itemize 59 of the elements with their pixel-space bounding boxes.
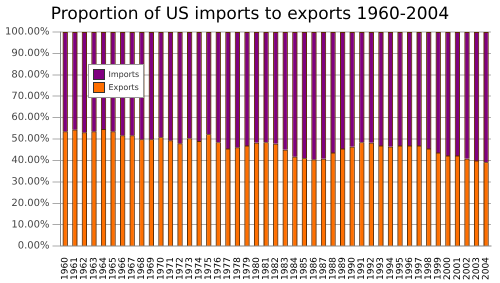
x-tick-label: 1978: [232, 256, 243, 280]
y-tick-label: 30.00%: [11, 176, 50, 188]
x-tick-label: 1985: [300, 257, 310, 280]
x-tick-label: 1962: [80, 257, 90, 280]
x-tick-label: 1971: [166, 257, 176, 280]
x-tick-label: 1984: [290, 256, 300, 280]
legend-label: Exports: [108, 83, 139, 92]
x-tick-label: 1960: [60, 256, 71, 280]
y-tick-label: 100.00%: [4, 26, 50, 38]
x-tick-label: 1989: [338, 256, 348, 280]
x-tick-label: 1997: [414, 257, 425, 280]
legend-label: Imports: [108, 70, 140, 79]
x-tick-label: 1990: [348, 256, 358, 280]
y-tick-label: 60.00%: [11, 112, 50, 124]
x-tick-label: 1963: [89, 257, 100, 280]
x-tick-label: 1982: [271, 257, 282, 280]
x-tick-label: 2003: [472, 257, 482, 280]
x-tick-label: 1983: [280, 257, 291, 280]
y-tick-label: 0.00%: [18, 240, 50, 252]
x-tick-label: 1972: [175, 257, 186, 280]
y-tick-label: 40.00%: [11, 155, 50, 166]
x-tick-label: 1999: [434, 256, 444, 280]
x-tick-label: 1995: [395, 257, 406, 280]
x-tick-label: 1967: [128, 257, 138, 280]
x-tick-label: 1977: [223, 257, 234, 280]
x-tick-label: 1974: [194, 256, 205, 280]
x-tick-label: 2001: [452, 257, 463, 280]
x-tick-label: 2002: [462, 257, 472, 280]
x-tick-label: 1994: [386, 256, 396, 280]
y-tick-label: 10.00%: [11, 219, 50, 230]
x-tick-label: 1981: [261, 257, 272, 280]
y-tick-label: 90.00%: [11, 48, 50, 60]
chart-title: Proportion of US imports to exports 1960-2004: [50, 4, 450, 24]
x-tick-label: 1979: [242, 256, 252, 280]
x-tick-label: 2004: [481, 256, 492, 280]
x-tick-label: 1976: [214, 256, 224, 280]
x-tick-label: 1969: [146, 256, 157, 280]
x-tick-label: 1980: [252, 256, 262, 280]
x-tick-label: 1987: [318, 257, 329, 280]
x-tick-label: 1986: [309, 256, 320, 280]
x-tick-label: 1961: [70, 257, 80, 280]
x-tick-label: 1993: [376, 257, 386, 280]
x-tick-label: 1970: [156, 256, 166, 280]
x-tick-label: 1992: [366, 257, 377, 280]
x-tick-label: 1973: [184, 257, 195, 280]
x-tick-label: 1975: [204, 257, 214, 280]
x-tick-label: 1968: [137, 256, 148, 280]
x-tick-label: 1966: [118, 256, 128, 280]
y-tick-label: 70.00%: [11, 90, 50, 102]
x-tick-label: 2000: [443, 256, 454, 280]
y-tick-label: 20.00%: [11, 198, 50, 209]
y-tick-label: 80.00%: [11, 69, 50, 80]
x-tick-label: 1998: [424, 256, 434, 280]
x-tick-label: 1988: [328, 256, 338, 280]
x-tick-label: 1964: [98, 256, 109, 280]
x-tick-label: 1996: [404, 256, 415, 280]
y-tick-label: 50.00%: [11, 134, 50, 145]
x-tick-label: 1991: [357, 257, 368, 280]
x-tick-label: 1965: [108, 257, 118, 280]
